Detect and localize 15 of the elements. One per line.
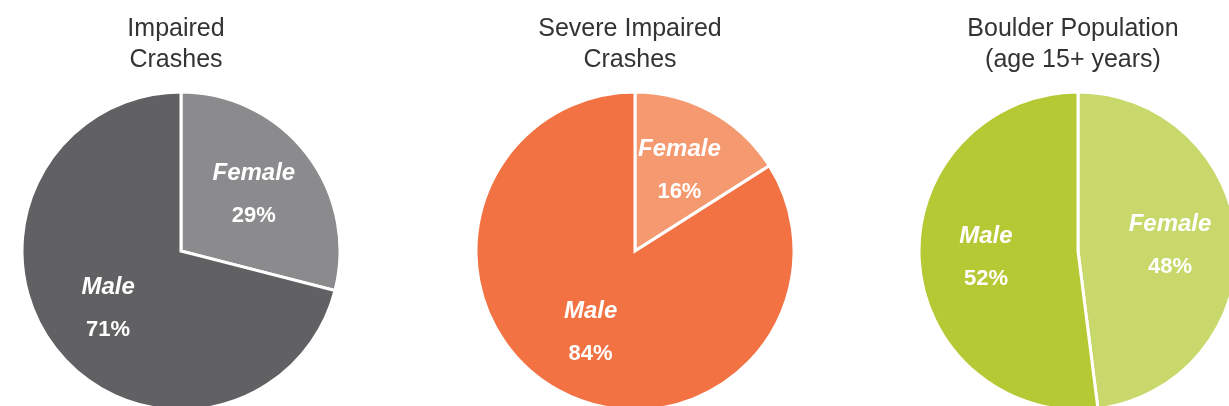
chart-title: Severe Impaired Crashes xyxy=(537,12,723,74)
chart-title: Boulder Population (age 15+ years) xyxy=(966,12,1180,74)
data-label: 84% xyxy=(568,339,613,365)
slice-label: Male xyxy=(563,295,618,323)
slice-label: Male xyxy=(81,271,135,299)
data-label: 71% xyxy=(86,315,131,341)
slice-label: Female xyxy=(1128,209,1212,237)
data-label: 29% xyxy=(231,202,276,228)
slice-label: Male xyxy=(959,220,1013,248)
slice-label: Female xyxy=(638,134,721,162)
data-label: 48% xyxy=(1148,253,1193,279)
chart-title: Impaired Crashes xyxy=(126,12,226,74)
slice-label: Female xyxy=(212,158,296,186)
data-label: 52% xyxy=(963,264,1008,290)
data-label: 16% xyxy=(657,178,702,204)
